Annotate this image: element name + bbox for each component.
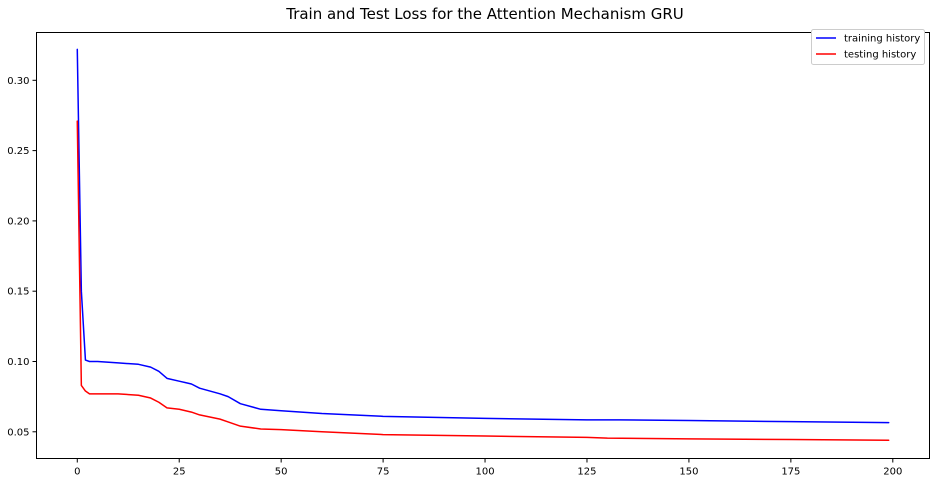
training-history-line <box>76 48 890 424</box>
plot-frame <box>36 32 930 459</box>
x-tick-label: 100 <box>475 467 494 478</box>
x-tick-label: 0 <box>74 467 80 478</box>
chart-title: Train and Test Loss for the Attention Me… <box>285 5 684 23</box>
x-tick-label: 175 <box>781 467 800 478</box>
x-tick-label: 25 <box>173 467 186 478</box>
legend-training-label: training history <box>844 34 920 45</box>
testing-history-line <box>76 120 890 441</box>
x-tick-label: 125 <box>577 467 596 478</box>
y-tick-label: 0.15 <box>7 287 29 298</box>
x-tick-label: 50 <box>275 467 288 478</box>
legend: training history testing history <box>811 29 925 65</box>
x-tick-label: 150 <box>679 467 698 478</box>
y-tick-label: 0.25 <box>7 146 29 157</box>
legend-testing-label: testing history <box>844 50 916 61</box>
y-axis-ticks: 0.05 0.10 0.15 0.20 0.25 0.30 <box>7 76 37 438</box>
x-axis-ticks: 0 25 50 75 100 125 150 175 200 <box>74 458 902 478</box>
legend-box <box>811 29 925 65</box>
y-tick-label: 0.10 <box>7 357 29 368</box>
y-tick-label: 0.05 <box>7 427 29 438</box>
y-tick-label: 0.30 <box>7 76 29 87</box>
series-layer <box>76 48 890 441</box>
x-tick-label: 200 <box>883 467 902 478</box>
x-tick-label: 75 <box>377 467 390 478</box>
y-tick-label: 0.20 <box>7 216 29 227</box>
